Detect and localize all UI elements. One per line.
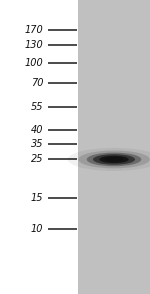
Bar	[78, 0, 150, 294]
Bar	[0, 0, 78, 294]
Text: 130: 130	[25, 40, 44, 50]
Ellipse shape	[68, 148, 150, 171]
Ellipse shape	[105, 157, 123, 162]
Text: 170: 170	[25, 24, 44, 35]
Text: 15: 15	[31, 193, 44, 203]
Text: 10: 10	[31, 223, 44, 233]
Ellipse shape	[78, 151, 150, 168]
Text: 70: 70	[31, 78, 44, 88]
Text: 25: 25	[31, 154, 44, 164]
Text: 55: 55	[31, 102, 44, 112]
Text: 40: 40	[31, 126, 44, 136]
Ellipse shape	[99, 156, 129, 163]
Text: 35: 35	[31, 139, 44, 149]
Ellipse shape	[93, 154, 135, 165]
Text: 100: 100	[25, 58, 44, 68]
Ellipse shape	[87, 153, 141, 166]
